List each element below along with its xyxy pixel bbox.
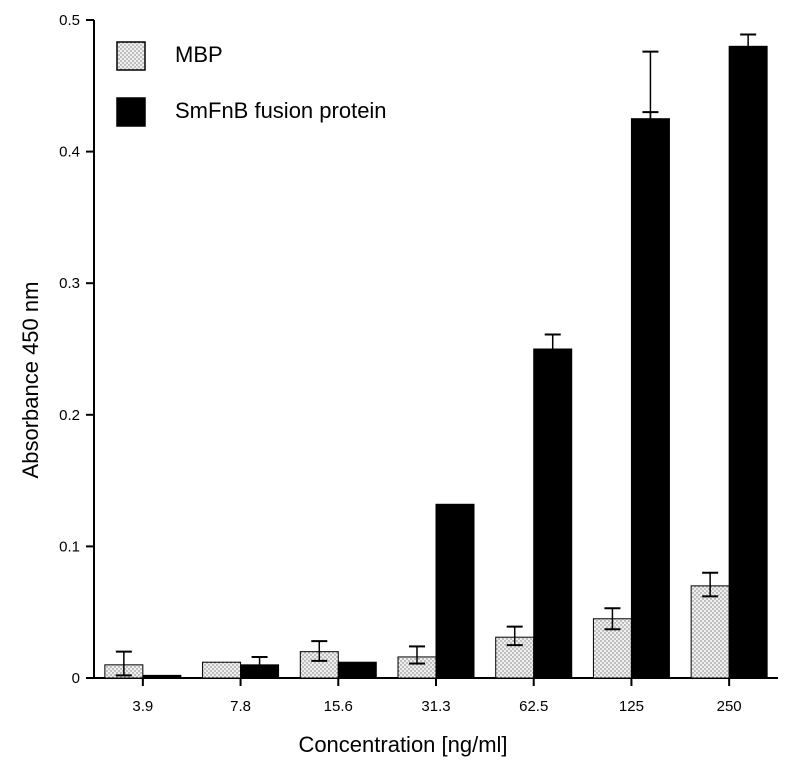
bar-smfnb (728, 45, 768, 679)
y-tick-label: 0 (72, 670, 80, 687)
bar-mbp (202, 661, 242, 679)
x-tick-label: 250 (717, 698, 742, 715)
legend-swatch-mbp (116, 41, 146, 71)
axes: 0 0.1 0.2 0.3 0.4 0.5 3.9 7.8 15.6 31.3 62.5 125 250 (59, 12, 778, 715)
legend: MBP SmFnB fusion protein (116, 41, 387, 127)
x-tick-label: 125 (619, 698, 644, 715)
error-bars (115, 33, 757, 677)
x-tick-label: 62.5 (519, 698, 548, 715)
y-tick-label: 0.4 (59, 144, 80, 161)
legend-label-smfnb: SmFnB fusion protein (175, 98, 387, 123)
bar-smfnb (533, 348, 573, 679)
bar-mbp (690, 585, 730, 679)
y-tick-label: 0.1 (59, 538, 80, 555)
x-axis-title: Concentration [ng/ml] (298, 732, 507, 757)
bars (104, 45, 768, 679)
legend-label-mbp: MBP (175, 42, 223, 67)
legend-swatch-smfnb (116, 97, 146, 127)
y-tick-label: 0.2 (59, 407, 80, 424)
y-tick-label: 0.5 (59, 12, 80, 29)
y-tick-label: 0.3 (59, 275, 80, 292)
x-tick-label: 31.3 (421, 698, 450, 715)
bar-smfnb (337, 661, 377, 679)
bar-smfnb (435, 503, 475, 679)
x-tick-label: 3.9 (132, 698, 153, 715)
bar-smfnb (630, 118, 670, 679)
bar-smfnb (240, 664, 280, 679)
y-axis-title: Absorbance 450 nm (18, 282, 43, 479)
x-tick-label: 15.6 (324, 698, 353, 715)
bar-smfnb (142, 674, 182, 679)
x-tick-label: 7.8 (230, 698, 251, 715)
